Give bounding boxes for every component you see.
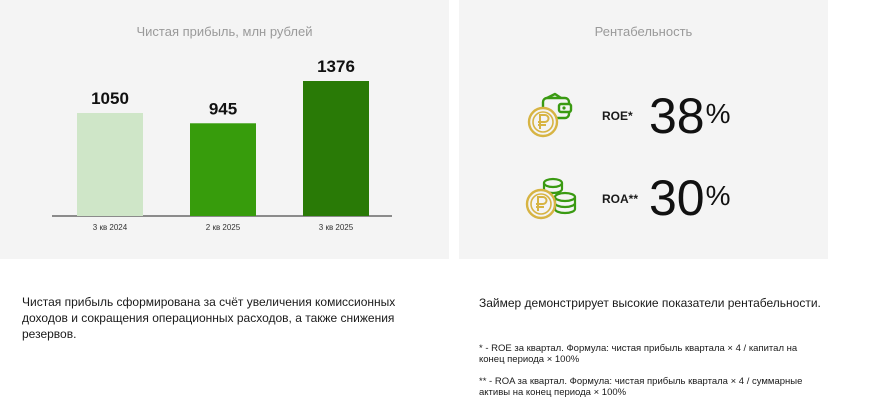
bar-2 [190,123,256,216]
x-tick-label-1: 3 кв 2024 [93,223,128,232]
roe-metric: ROE* 38% [459,88,828,148]
roa-label: ROA** [602,192,639,206]
roe-percent-sign: % [705,98,731,129]
bar-value-label-3: 1376 [317,57,355,76]
roe-number: 38 [649,88,705,144]
x-tick-label-2: 2 кв 2025 [206,223,241,232]
roa-footnote: ** - ROA за квартал. Формула: чистая при… [479,376,803,398]
bar-value-label-1: 1050 [91,89,129,108]
profitability-panel: Рентабельность ROE* 38% [459,0,828,259]
x-tick-label-3: 3 кв 2025 [319,223,354,232]
roa-percent-sign: % [705,180,731,211]
roe-footnote: * - ROE за квартал. Формула: чистая приб… [479,343,798,365]
roe-value: 38% [649,86,731,146]
profitability-title: Рентабельность [594,24,693,39]
roa-number: 30 [649,170,705,226]
net-profit-bar-chart: 1050 3 кв 2024 945 2 кв 2025 1376 3 кв 2025 [52,57,392,232]
bar-1 [77,112,143,216]
roa-value: 30% [649,168,731,228]
roa-metric: ROA** 30% [459,170,828,230]
bar-value-label-2: 945 [209,99,237,118]
chart-title: Чистая прибыль, млн рублей [136,24,313,39]
coin-stacks-ruble-icon [525,177,577,220]
profitability-lead: Займер демонстрирует высокие показатели … [479,296,821,310]
roe-label: ROE* [602,109,633,123]
bar-3 [303,81,369,216]
net-profit-panel: Чистая прибыль, млн рублей 1050 3 кв 2024… [0,0,449,259]
wallet-ruble-coin-icon [527,92,573,138]
net-profit-note: Чистая прибыль сформирована за счёт увел… [22,295,396,341]
